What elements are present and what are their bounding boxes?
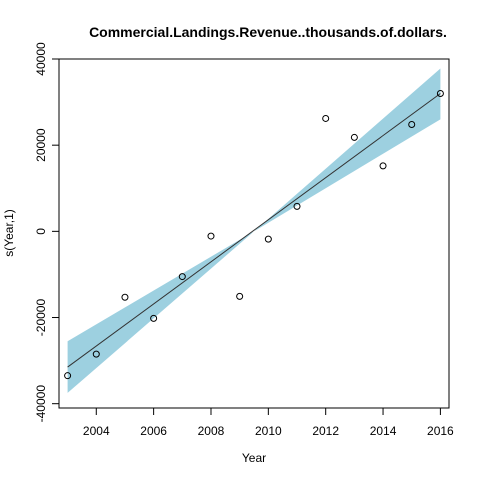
- x-tick-label-2014: 2014: [370, 424, 397, 438]
- y-tick-label-0: 0: [34, 228, 48, 235]
- y-axis-label: s(Year,1): [2, 209, 16, 257]
- x-tick-label-2004: 2004: [83, 424, 110, 438]
- y-axis: -40000 -20000 0 20000 40000: [34, 42, 59, 422]
- y-tick-label--40000: -40000: [34, 385, 48, 423]
- data-point-11: [351, 134, 357, 140]
- y-tick-label-40000: 40000: [34, 42, 48, 76]
- chart-title: Commercial.Landings.Revenue..thousands.o…: [89, 24, 447, 40]
- data-point-12: [380, 163, 386, 169]
- x-tick-label-2008: 2008: [198, 424, 225, 438]
- x-tick-label-2006: 2006: [140, 424, 167, 438]
- x-axis-label: Year: [242, 451, 266, 465]
- data-point-8: [265, 236, 271, 242]
- data-point-3: [122, 294, 128, 300]
- data-point-10: [323, 115, 329, 121]
- x-axis: 2004 2006 2008 2010 2012 2014 2016: [83, 408, 454, 438]
- x-tick-label-2012: 2012: [312, 424, 339, 438]
- fit-line: [68, 93, 441, 367]
- data-point-6: [208, 233, 214, 239]
- fit-line-layer: [68, 93, 441, 367]
- x-tick-label-2016: 2016: [427, 424, 454, 438]
- plot-frame: [59, 59, 449, 408]
- y-tick-label--20000: -20000: [34, 299, 48, 337]
- x-tick-label-2010: 2010: [255, 424, 282, 438]
- data-point-7: [237, 293, 243, 299]
- y-tick-label-20000: 20000: [34, 128, 48, 162]
